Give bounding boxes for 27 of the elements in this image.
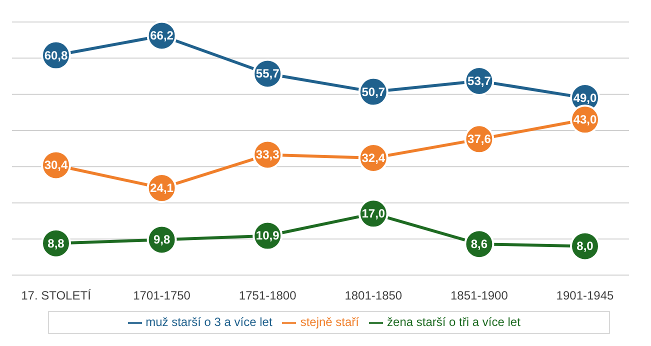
legend-label: muž starší o 3 a více let: [146, 315, 272, 330]
x-tick-label: 1751-1800: [238, 288, 297, 303]
data-label: 49,0: [573, 90, 597, 105]
legend-label: stejně staří: [300, 315, 360, 330]
data-label: 43,0: [573, 112, 597, 127]
data-label: 50,7: [362, 84, 386, 99]
data-label: 8,6: [470, 237, 488, 252]
legend-label: žena starší o tři a více let: [387, 315, 520, 330]
data-label: 17,0: [362, 206, 386, 221]
data-label: 60,8: [44, 48, 68, 62]
data-label: 53,7: [468, 74, 492, 88]
data-label: 9,8: [153, 232, 170, 247]
data-label: 32,4: [362, 150, 386, 165]
data-label: 66,2: [150, 28, 174, 43]
data-label: 8,8: [48, 236, 65, 250]
x-tick-label: 1851-1900: [450, 288, 508, 303]
data-label: 30,4: [44, 158, 68, 172]
data-label: 8,0: [576, 239, 594, 254]
x-tick-label: 1801-1850: [344, 288, 402, 303]
data-label: 10,9: [256, 228, 280, 243]
x-tick-label: 17. STOLETÍ: [21, 288, 92, 303]
x-tick-label: 1901-1945: [556, 288, 614, 303]
data-label: 24,1: [150, 181, 174, 196]
x-tick-label: 1701-1750: [133, 288, 191, 303]
data-label: 55,7: [256, 66, 280, 81]
data-label: 37,6: [468, 132, 492, 146]
data-label: 33,3: [256, 148, 280, 162]
